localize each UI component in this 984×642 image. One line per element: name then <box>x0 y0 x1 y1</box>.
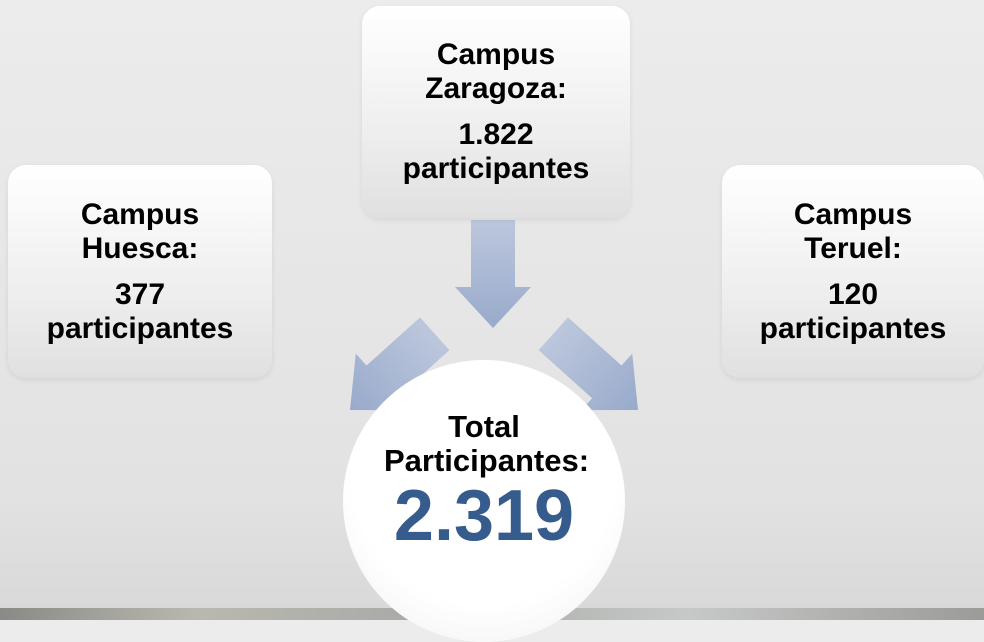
node-box: Campus Huesca: 377 participantes <box>8 165 272 378</box>
node-value: 377 participantes <box>25 278 255 346</box>
node-value: 120 participantes <box>738 278 968 346</box>
page: Campus Huesca: 377 participantes Campus … <box>0 0 984 620</box>
node-title: Campus Teruel: <box>763 198 943 266</box>
node-title: Campus Zaragoza: <box>406 38 586 106</box>
node-title: Campus Huesca: <box>50 198 230 266</box>
total-value: 2.319 <box>394 478 574 554</box>
node-value: 1.822 participantes <box>381 118 611 186</box>
total-circle: Total Participantes: 2.319 <box>343 360 625 642</box>
node-box: Campus Zaragoza: 1.822 participantes <box>362 6 630 218</box>
node-box: Campus Teruel: 120 participantes <box>722 165 984 378</box>
arrow-down <box>455 220 531 328</box>
total-label: Total Participantes: <box>384 410 584 478</box>
